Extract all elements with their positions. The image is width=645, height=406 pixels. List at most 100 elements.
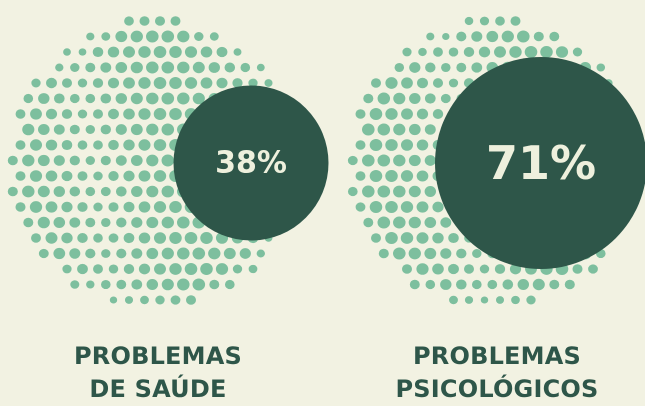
population-dot (401, 77, 413, 89)
label-psych-line-1: PROBLEMAS (413, 342, 581, 370)
population-dot (130, 92, 143, 105)
population-dot (177, 92, 190, 105)
population-dot (153, 170, 167, 182)
population-dot (509, 46, 522, 58)
population-dot (472, 249, 482, 258)
population-dot (385, 232, 398, 244)
population-dot (92, 46, 104, 58)
population-dot (192, 92, 205, 105)
population-dot (464, 296, 474, 304)
label-psychological-problems: PROBLEMAS PSICOLÓGICOS (347, 340, 645, 406)
population-dot (53, 124, 65, 135)
population-dot (63, 48, 71, 56)
population-dot (161, 278, 174, 291)
population-dot (424, 216, 437, 229)
population-dot (424, 247, 437, 260)
population-dot (138, 108, 151, 120)
population-dot (115, 30, 128, 43)
population-dot (239, 248, 251, 259)
population-dot (216, 77, 228, 89)
population-dot (440, 248, 452, 259)
chart-stage: 38% 71% (7, 16, 645, 305)
population-dot (194, 32, 204, 41)
population-dot (161, 123, 175, 136)
population-dot (115, 124, 127, 135)
population-dot (385, 77, 398, 89)
population-dot (85, 217, 96, 228)
population-dot (38, 93, 50, 104)
population-dot (232, 264, 243, 274)
population-dot (424, 124, 436, 135)
population-dot (123, 232, 135, 244)
population-dot (532, 278, 545, 291)
population-dot (362, 123, 375, 136)
value-circle-71 (435, 57, 645, 269)
population-dot (146, 279, 159, 290)
population-dot (100, 155, 111, 166)
population-dot (139, 16, 150, 26)
population-dot (109, 296, 118, 304)
population-dot (138, 263, 151, 275)
population-dot (92, 109, 104, 119)
population-dot (138, 201, 151, 213)
population-dot (264, 79, 273, 87)
population-dot (123, 201, 135, 213)
population-dot (86, 280, 95, 289)
population-dot (378, 248, 389, 259)
population-dot (138, 77, 151, 89)
population-dot (463, 47, 475, 57)
population-dot (416, 139, 429, 151)
label-health-line-1: PROBLEMAS (74, 342, 242, 370)
population-dot (401, 108, 413, 120)
population-dot (184, 263, 198, 275)
population-dot (131, 217, 143, 228)
population-dot (596, 63, 606, 72)
population-dot (440, 279, 452, 290)
population-dot (22, 185, 35, 198)
population-dot (161, 247, 174, 260)
population-dot (70, 63, 80, 72)
population-dot (55, 63, 64, 72)
label-health-line-2: DE SAÚDE (89, 375, 227, 403)
population-dot (416, 108, 429, 120)
population-dot (209, 32, 219, 41)
population-dot (394, 62, 405, 73)
population-dot (77, 202, 88, 212)
population-dot (409, 279, 420, 290)
population-dot (200, 46, 213, 58)
population-dot (471, 62, 483, 73)
population-dot (464, 264, 474, 274)
population-dot (69, 248, 81, 259)
population-dot (37, 123, 50, 136)
population-dot (177, 30, 190, 43)
population-dot (169, 46, 182, 58)
population-dot (37, 216, 50, 229)
population-dot (416, 232, 429, 244)
population-dot (130, 61, 143, 74)
population-dot (510, 16, 521, 26)
population-dot (471, 31, 483, 42)
population-dot (53, 216, 66, 229)
population-dot (248, 78, 258, 88)
population-dot (93, 233, 103, 243)
population-dot (69, 217, 81, 228)
population-dot (45, 232, 58, 244)
population-dot (524, 46, 538, 58)
population-dot (233, 48, 242, 56)
value-label-71: 71% (486, 136, 596, 190)
population-dot (101, 279, 111, 290)
population-dot (37, 154, 50, 167)
population-dot (441, 62, 451, 73)
population-dot (155, 295, 165, 305)
population-dot (146, 61, 159, 74)
population-dot (479, 16, 490, 26)
population-dot (464, 16, 474, 26)
population-dot (15, 202, 26, 212)
population-dot (248, 264, 258, 274)
population-dot (408, 247, 421, 260)
population-dot (23, 93, 34, 104)
population-dot (61, 109, 73, 119)
population-dot (400, 232, 414, 244)
population-dot (192, 61, 205, 74)
population-dot (177, 216, 190, 229)
